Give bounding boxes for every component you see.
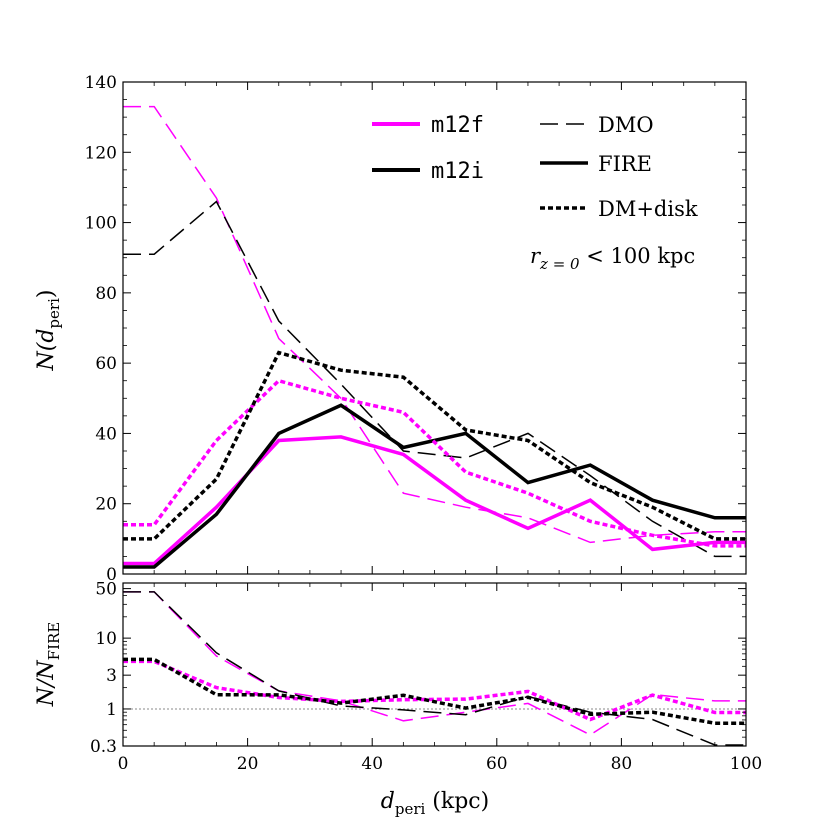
x-axis-label: dperi (kpc) <box>381 789 489 818</box>
top-y-tick-label: 40 <box>95 424 117 444</box>
legend-host-label-1: m12i <box>431 159 484 184</box>
ratio-series-m12f-dmo-fire <box>123 591 746 736</box>
top-y-tick-label: 0 <box>106 565 117 585</box>
top-series-m12i-dm-disk <box>123 350 746 541</box>
legend-dmo-label: DMO <box>598 113 654 137</box>
bottom-y-tick-label: 1 <box>106 700 117 720</box>
legend-dmdisk-label: DM+disk <box>598 197 698 221</box>
legend: m12f m12i DMO FIRE DM+disk <box>372 113 698 221</box>
top-series-m12f-fire <box>123 435 746 566</box>
top-series-m12f-dm-disk <box>123 378 746 548</box>
top-y-tick-label: 140 <box>85 73 117 93</box>
top-ticks: 0 20 40 60 80 100 120 140 <box>85 73 747 585</box>
top-y-axis-label: N(dperi) <box>34 290 63 372</box>
ratio-series-m12i-dmo-fire <box>123 591 746 746</box>
legend-host-label-0: m12f <box>431 113 484 138</box>
top-y-tick-label: 80 <box>95 284 117 304</box>
top-series-m12f-dmo <box>123 105 746 544</box>
bottom-y-tick-label: 3 <box>106 666 117 686</box>
bottom-plot-frame <box>122 582 747 747</box>
ratio-series-m12i-dm-disk-fire <box>123 657 746 725</box>
bottom-panel: 0 20 40 60 80 100 0.3 1 3 10 50 N/NFIRE dperi (kpc… <box>34 580 762 818</box>
bottom-y-axis-label: N/NFIRE <box>34 622 63 708</box>
top-y-tick-label: 100 <box>85 214 117 234</box>
top-series-m12i-fire <box>123 403 746 569</box>
x-tick-label: 20 <box>237 754 259 774</box>
top-y-tick-label: 20 <box>95 495 117 515</box>
radius-cut-annotation: rz = 0 < 100 kpc <box>530 244 695 273</box>
bottom-y-tick-label: 10 <box>95 629 117 649</box>
x-tick-label: 0 <box>118 754 129 774</box>
x-tick-label: 60 <box>486 754 508 774</box>
top-y-tick-label: 60 <box>95 354 117 374</box>
bottom-ticks: 0 20 40 60 80 100 0.3 1 3 10 50 <box>90 580 762 774</box>
bottom-y-tick-label: 50 <box>95 580 117 600</box>
bottom-y-tick-label: 0.3 <box>90 737 117 757</box>
legend-fire-label: FIRE <box>598 152 652 176</box>
top-series-m12i-dmo <box>123 200 746 558</box>
x-tick-label: 40 <box>361 754 383 774</box>
top-series-group <box>123 105 746 569</box>
x-tick-label: 80 <box>611 754 633 774</box>
top-panel: 0 20 40 60 80 100 120 140 N(dperi) m12f m12i DM… <box>34 73 747 585</box>
top-y-tick-label: 120 <box>85 143 117 163</box>
x-tick-label: 100 <box>730 754 762 774</box>
bottom-series-group <box>123 591 746 746</box>
